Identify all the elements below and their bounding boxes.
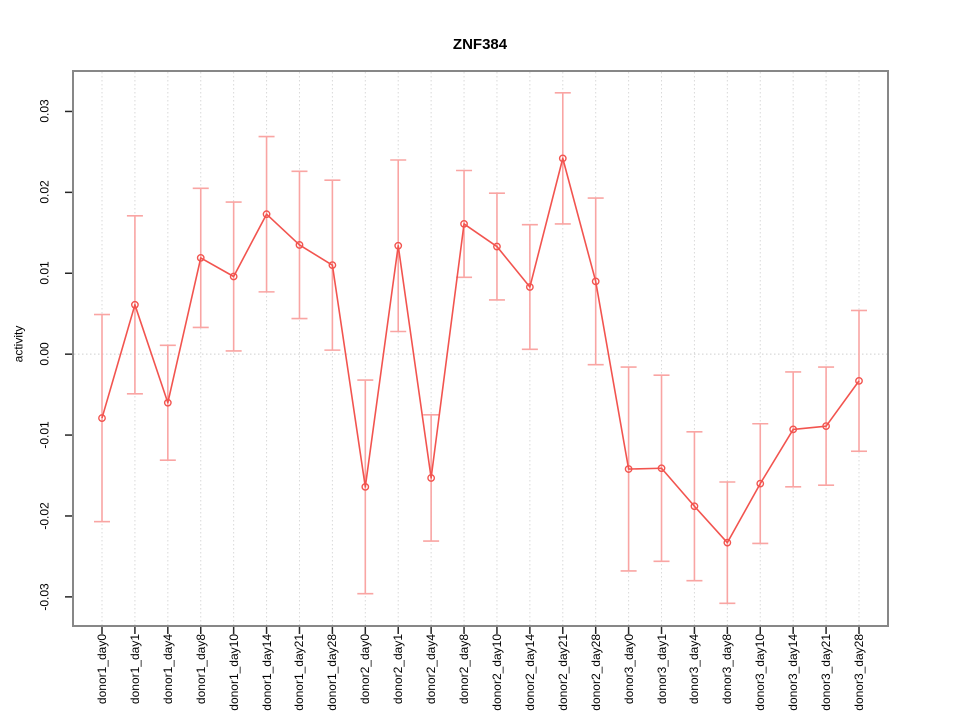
data-point bbox=[657, 464, 666, 473]
x-tick-label: donor2_day8 bbox=[457, 634, 472, 705]
data-point bbox=[690, 502, 699, 511]
x-tick-label: donor3_day28 bbox=[852, 634, 866, 711]
data-point bbox=[427, 474, 436, 482]
chart-title: ZNF384 bbox=[452, 36, 508, 53]
x-tick-label: donor2_day28 bbox=[588, 634, 603, 711]
data-point bbox=[295, 241, 304, 249]
x-tick-label: donor1_day21 bbox=[292, 634, 307, 711]
data-point bbox=[493, 242, 501, 251]
data-point bbox=[525, 283, 534, 291]
y-tick-label: 0.01 bbox=[37, 261, 52, 285]
x-tick-label: donor2_day21 bbox=[555, 634, 570, 711]
data-point bbox=[789, 425, 798, 434]
x-tick-label: donor1_day0 bbox=[95, 634, 109, 705]
data-point bbox=[558, 154, 567, 163]
data-point bbox=[328, 261, 337, 270]
y-tick-label: 0.03 bbox=[37, 99, 52, 124]
x-tick-label: donor3_day0 bbox=[621, 634, 636, 705]
x-tick-label: donor1_day8 bbox=[193, 634, 208, 705]
x-tick-label: donor3_day8 bbox=[720, 634, 735, 705]
x-tick-label: donor2_day1 bbox=[391, 634, 406, 705]
x-tick-label: donor1_day28 bbox=[325, 634, 340, 711]
data-point bbox=[262, 210, 271, 219]
x-tick-label: donor2_day0 bbox=[358, 634, 373, 705]
y-tick-label: -0.03 bbox=[37, 583, 52, 611]
data-point bbox=[98, 414, 106, 422]
x-tick-label: donor3_day4 bbox=[687, 634, 702, 705]
data-point bbox=[361, 482, 370, 491]
x-tick-label: donor1_day14 bbox=[259, 634, 274, 711]
x-tick-label: donor3_day10 bbox=[753, 634, 768, 711]
data-point bbox=[460, 220, 468, 228]
x-tick-label: donor1_day10 bbox=[226, 634, 241, 711]
data-point bbox=[196, 253, 205, 262]
data-point bbox=[591, 277, 600, 286]
y-tick-label: 0.00 bbox=[37, 342, 52, 366]
x-tick-label: donor3_day1 bbox=[654, 634, 669, 705]
data-point bbox=[394, 241, 403, 250]
error-bars bbox=[94, 92, 867, 605]
axis-ticks bbox=[65, 110, 860, 634]
x-tick-label: donor2_day10 bbox=[489, 634, 504, 711]
x-tick-label: donor3_day14 bbox=[786, 634, 801, 711]
data-point bbox=[163, 398, 172, 407]
data-points bbox=[98, 154, 863, 547]
x-tick-label: donor2_day4 bbox=[424, 634, 439, 705]
y-tick-label: 0.02 bbox=[37, 180, 52, 205]
x-tick-label: donor1_day1 bbox=[127, 634, 142, 705]
gridlines bbox=[101, 72, 860, 625]
data-point bbox=[822, 422, 830, 431]
data-point bbox=[756, 479, 765, 488]
data-point bbox=[855, 376, 863, 385]
plot-border bbox=[72, 70, 889, 627]
x-tick-label: donor1_day4 bbox=[160, 634, 175, 705]
x-tick-label: donor3_day21 bbox=[819, 634, 834, 711]
y-tick-label: -0.01 bbox=[37, 421, 52, 449]
data-point bbox=[131, 300, 139, 309]
data-point bbox=[624, 465, 633, 473]
x-tick-label: donor2_day14 bbox=[522, 634, 537, 711]
data-point bbox=[723, 538, 732, 547]
series-line bbox=[101, 157, 860, 544]
y-tick-label: -0.02 bbox=[37, 502, 52, 530]
data-point bbox=[229, 272, 238, 281]
